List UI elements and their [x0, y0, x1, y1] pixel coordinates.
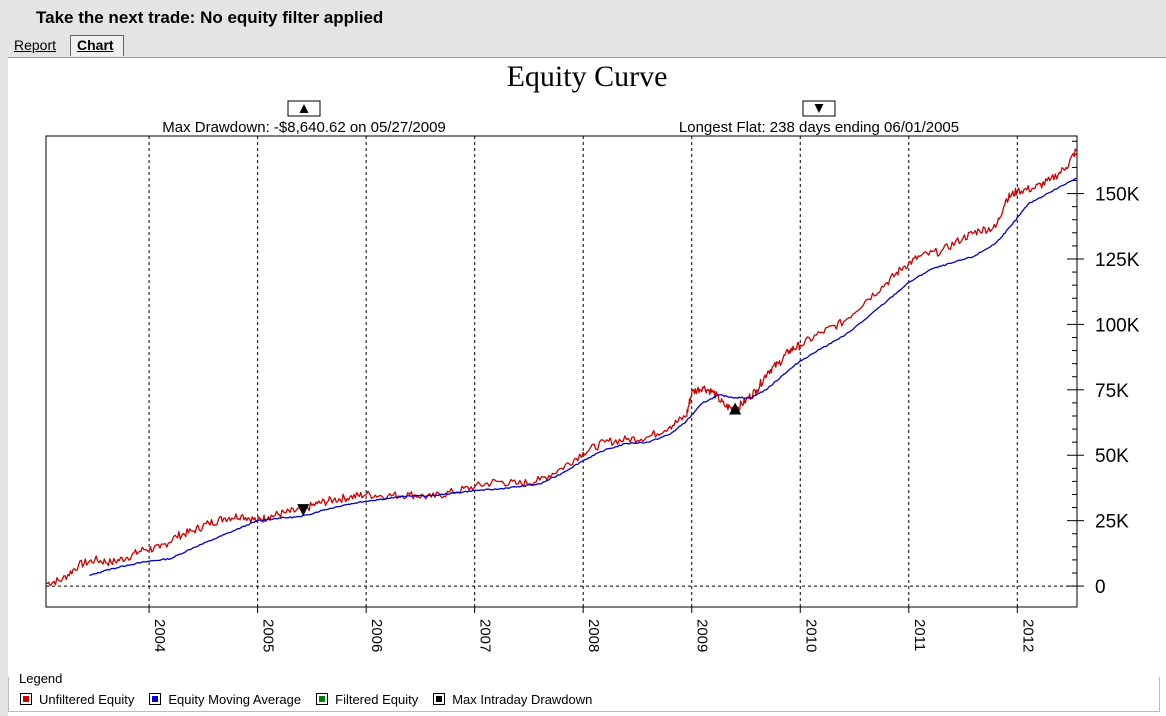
x-tick-label-2004: 2004: [151, 619, 168, 652]
max-drawdown-button[interactable]: [287, 100, 321, 117]
chart-title: Equity Curve: [507, 60, 668, 93]
max-drawdown-marker: [729, 402, 742, 415]
legend-swatch: [20, 693, 32, 705]
window-title: Take the next trade: No equity filter ap…: [36, 8, 384, 27]
triangle-down-icon: [814, 104, 824, 113]
y-tick-label-50K: 50K: [1095, 446, 1129, 467]
legend-item: Unfiltered Equity: [20, 690, 134, 708]
legend-label: Equity Moving Average: [168, 691, 302, 707]
x-tick-label-2005: 2005: [260, 619, 277, 652]
max-drawdown-annotation: Max Drawdown: -$8,640.62 on 05/27/2009: [162, 119, 446, 136]
tab-report[interactable]: Report: [14, 37, 57, 53]
triangle-up-icon: [299, 104, 309, 113]
legend-label: Unfiltered Equity: [39, 691, 135, 707]
x-tick-label-2012: 2012: [1019, 619, 1036, 652]
y-tick-label-150K: 150K: [1095, 185, 1140, 206]
x-tick-label-2008: 2008: [585, 619, 602, 652]
y-tick-label-100K: 100K: [1095, 315, 1140, 336]
y-tick-label-75K: 75K: [1095, 381, 1129, 402]
legend-item: Filtered Equity: [316, 690, 418, 708]
legend-swatch: [149, 693, 162, 705]
legend-swatch: [433, 693, 446, 705]
longest-flat-marker: [297, 504, 310, 517]
legend-item: Equity Moving Average: [149, 690, 301, 708]
legend-swatch: [316, 693, 329, 705]
series-line-unfiltered-equity: [45, 148, 1078, 587]
x-tick-label-2011: 2011: [911, 619, 928, 651]
x-tick-label-2010: 2010: [802, 619, 819, 652]
y-tick-label-125K: 125K: [1095, 250, 1140, 271]
legend-items: Unfiltered Equity Equity Moving Average Fi…: [20, 690, 607, 708]
x-tick-label-2009: 2009: [694, 619, 711, 652]
legend-label: Filtered Equity: [335, 691, 419, 707]
title-bar: Take the next trade: No equity filter ap…: [0, 0, 1166, 35]
legend-box: [8, 677, 1160, 712]
legend-item: Max Intraday Drawdown: [433, 690, 592, 708]
legend-title: Legend: [17, 671, 65, 686]
plot-area-frame: [45, 135, 1078, 608]
y-tick-label-0: 0: [1095, 577, 1106, 598]
longest-flat-button[interactable]: [802, 100, 836, 117]
tab-chart[interactable]: Chart: [70, 35, 124, 56]
longest-flat-annotation: Longest Flat: 238 days ending 06/01/2005: [679, 119, 959, 136]
chart-panel: [8, 57, 1166, 716]
x-tick-label-2007: 2007: [477, 619, 494, 652]
tab-chart-label: Chart: [77, 37, 114, 53]
x-tick-label-2006: 2006: [368, 619, 385, 652]
y-tick-label-25K: 25K: [1095, 512, 1129, 533]
legend-label: Max Intraday Drawdown: [452, 691, 593, 707]
series-line-equity-moving-average: [89, 177, 1078, 577]
